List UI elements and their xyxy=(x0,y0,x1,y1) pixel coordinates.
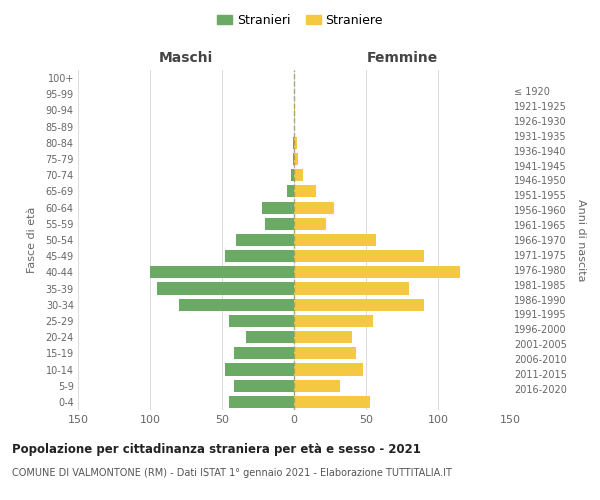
Bar xyxy=(294,250,424,262)
Y-axis label: Fasce di età: Fasce di età xyxy=(27,207,37,273)
Bar xyxy=(294,153,298,165)
Text: Femmine: Femmine xyxy=(367,51,437,65)
Legend: Stranieri, Straniere: Stranieri, Straniere xyxy=(212,8,388,32)
Text: Maschi: Maschi xyxy=(159,51,213,65)
Bar xyxy=(294,104,295,117)
Bar xyxy=(294,331,352,343)
Bar xyxy=(293,153,294,165)
Bar xyxy=(294,396,370,408)
Bar xyxy=(294,315,373,327)
Bar xyxy=(287,186,294,198)
Bar xyxy=(233,348,294,360)
Bar xyxy=(294,218,326,230)
Bar xyxy=(291,169,294,181)
Bar xyxy=(294,234,376,246)
Text: Popolazione per cittadinanza straniera per età e sesso - 2021: Popolazione per cittadinanza straniera p… xyxy=(12,442,421,456)
Bar xyxy=(294,137,297,149)
Bar xyxy=(229,315,294,327)
Bar xyxy=(294,186,316,198)
Bar xyxy=(225,364,294,376)
Bar xyxy=(179,298,294,311)
Bar xyxy=(229,396,294,408)
Y-axis label: Anni di nascita: Anni di nascita xyxy=(577,198,586,281)
Bar xyxy=(157,282,294,294)
Bar xyxy=(294,364,363,376)
Bar xyxy=(236,234,294,246)
Bar xyxy=(262,202,294,213)
Bar xyxy=(294,202,334,213)
Bar xyxy=(294,282,409,294)
Bar xyxy=(225,250,294,262)
Bar xyxy=(294,348,356,360)
Bar xyxy=(150,266,294,278)
Bar xyxy=(294,266,460,278)
Text: COMUNE DI VALMONTONE (RM) - Dati ISTAT 1° gennaio 2021 - Elaborazione TUTTITALIA: COMUNE DI VALMONTONE (RM) - Dati ISTAT 1… xyxy=(12,468,452,477)
Bar xyxy=(265,218,294,230)
Bar xyxy=(233,380,294,392)
Bar xyxy=(294,169,302,181)
Bar xyxy=(294,298,424,311)
Bar xyxy=(247,331,294,343)
Bar xyxy=(293,137,294,149)
Bar xyxy=(294,380,340,392)
